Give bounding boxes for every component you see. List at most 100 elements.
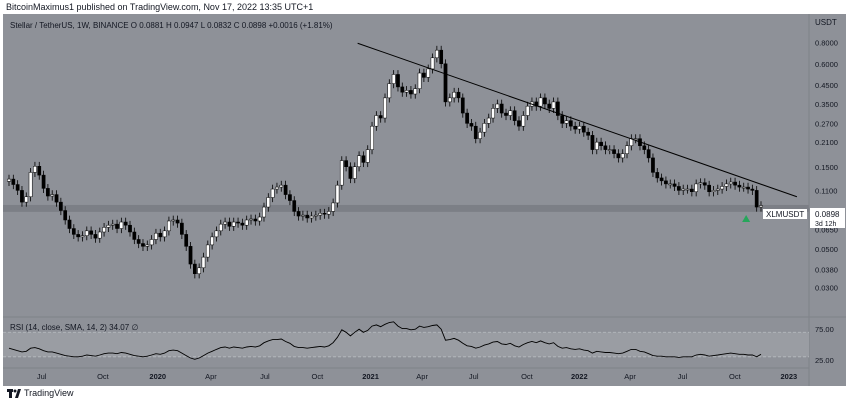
candle [508,110,513,116]
candle [365,149,370,163]
candle [253,218,258,222]
time-axis: Jul Oct 2020 Apr Jul Oct 2021 Apr Jul Oct 2022 Apr J… [37,372,797,381]
candle [603,145,608,150]
candle [616,153,621,159]
candle [633,138,638,140]
candle [93,234,98,239]
price-tick: 0.0500 [815,245,838,254]
candle [517,120,521,127]
time-tick: Jul [37,372,47,381]
candle [180,222,184,235]
candle [167,220,171,232]
brand-name: TradingView [24,388,74,398]
candle [435,49,439,59]
candle [262,206,266,218]
candle [443,63,448,103]
candle [240,222,245,226]
countdown-label: 3d 12h [815,221,837,228]
candle [733,181,737,186]
time-tick: 2020 [149,372,166,381]
candle [175,219,180,224]
candle [171,219,176,222]
chart-area[interactable]: USDT 0.8000 0.6000 0.4500 0.3500 0.2700 0.210… [3,14,846,386]
candle [288,194,292,201]
price-tick: 0.0650 [815,226,838,235]
candle [132,231,137,240]
candle [409,90,413,95]
candle [33,166,37,173]
candle [573,125,578,130]
candle [547,103,552,109]
candle [63,210,68,221]
candle [370,125,374,150]
candle [715,188,720,191]
candle [210,236,214,246]
candle [318,212,323,216]
candle [344,160,348,168]
candle [149,239,154,246]
rsi-legend: RSI (14, close, SMA, 14, 2) 34.07 ∅ [10,323,138,332]
time-tick: Oct [521,372,534,381]
candle [754,190,759,208]
candle [283,184,288,195]
footer: TradingView [7,388,74,398]
candle [430,57,435,70]
candle [568,120,573,127]
candle [690,188,694,193]
rsi-label: RSI (14, close, SMA, 14, 2) [10,323,107,332]
candle [491,108,495,119]
price-axis[interactable] [809,14,846,386]
price-tick: 0.2100 [815,138,838,147]
ticker-label: XLMUSDT [766,210,804,219]
time-tick: Apr [416,372,428,381]
symbol-legend: Stellar / TetherUS, 1W, BINANCE O 0.0881… [10,21,333,30]
candle [59,201,63,211]
candle [439,49,444,65]
candle [67,219,72,229]
candle [746,186,750,190]
candle [128,224,132,233]
price-chart-svg[interactable]: USDT 0.8000 0.6000 0.4500 0.3500 0.2700 0.210… [3,14,846,386]
low-label: L [200,21,205,30]
candle [512,110,517,121]
candle [348,166,353,179]
candle [41,174,46,189]
time-tick: 2023 [781,372,798,381]
candle [677,186,681,191]
candle [244,219,249,226]
candle [218,223,223,232]
candle [465,112,469,124]
candle [447,97,452,103]
candle [400,86,405,93]
candle [266,197,271,208]
candle [24,196,29,203]
candle [452,91,456,99]
rsi-line [8,321,762,360]
candle [223,221,227,225]
candle [672,183,677,187]
price-tick: 0.1500 [815,163,838,172]
symbol-name: Stellar / TetherUS, 1W, BINANCE [10,21,129,30]
time-tick: Apr [624,372,636,381]
candle [54,194,59,203]
candle [551,101,556,109]
candle [525,105,530,116]
candle [694,183,699,193]
candle [296,211,301,217]
candle [102,227,106,233]
candle [387,83,392,99]
candle [162,230,167,238]
candle [478,131,482,139]
candle [741,186,746,189]
candle [642,145,647,150]
candle [759,205,763,208]
candle [71,228,76,235]
candle [76,234,80,238]
candle [227,221,232,227]
last-price-tag [810,208,845,228]
candle [586,131,590,136]
candle [106,224,111,228]
candle [197,267,202,275]
candle [607,149,612,151]
candle [339,160,344,186]
